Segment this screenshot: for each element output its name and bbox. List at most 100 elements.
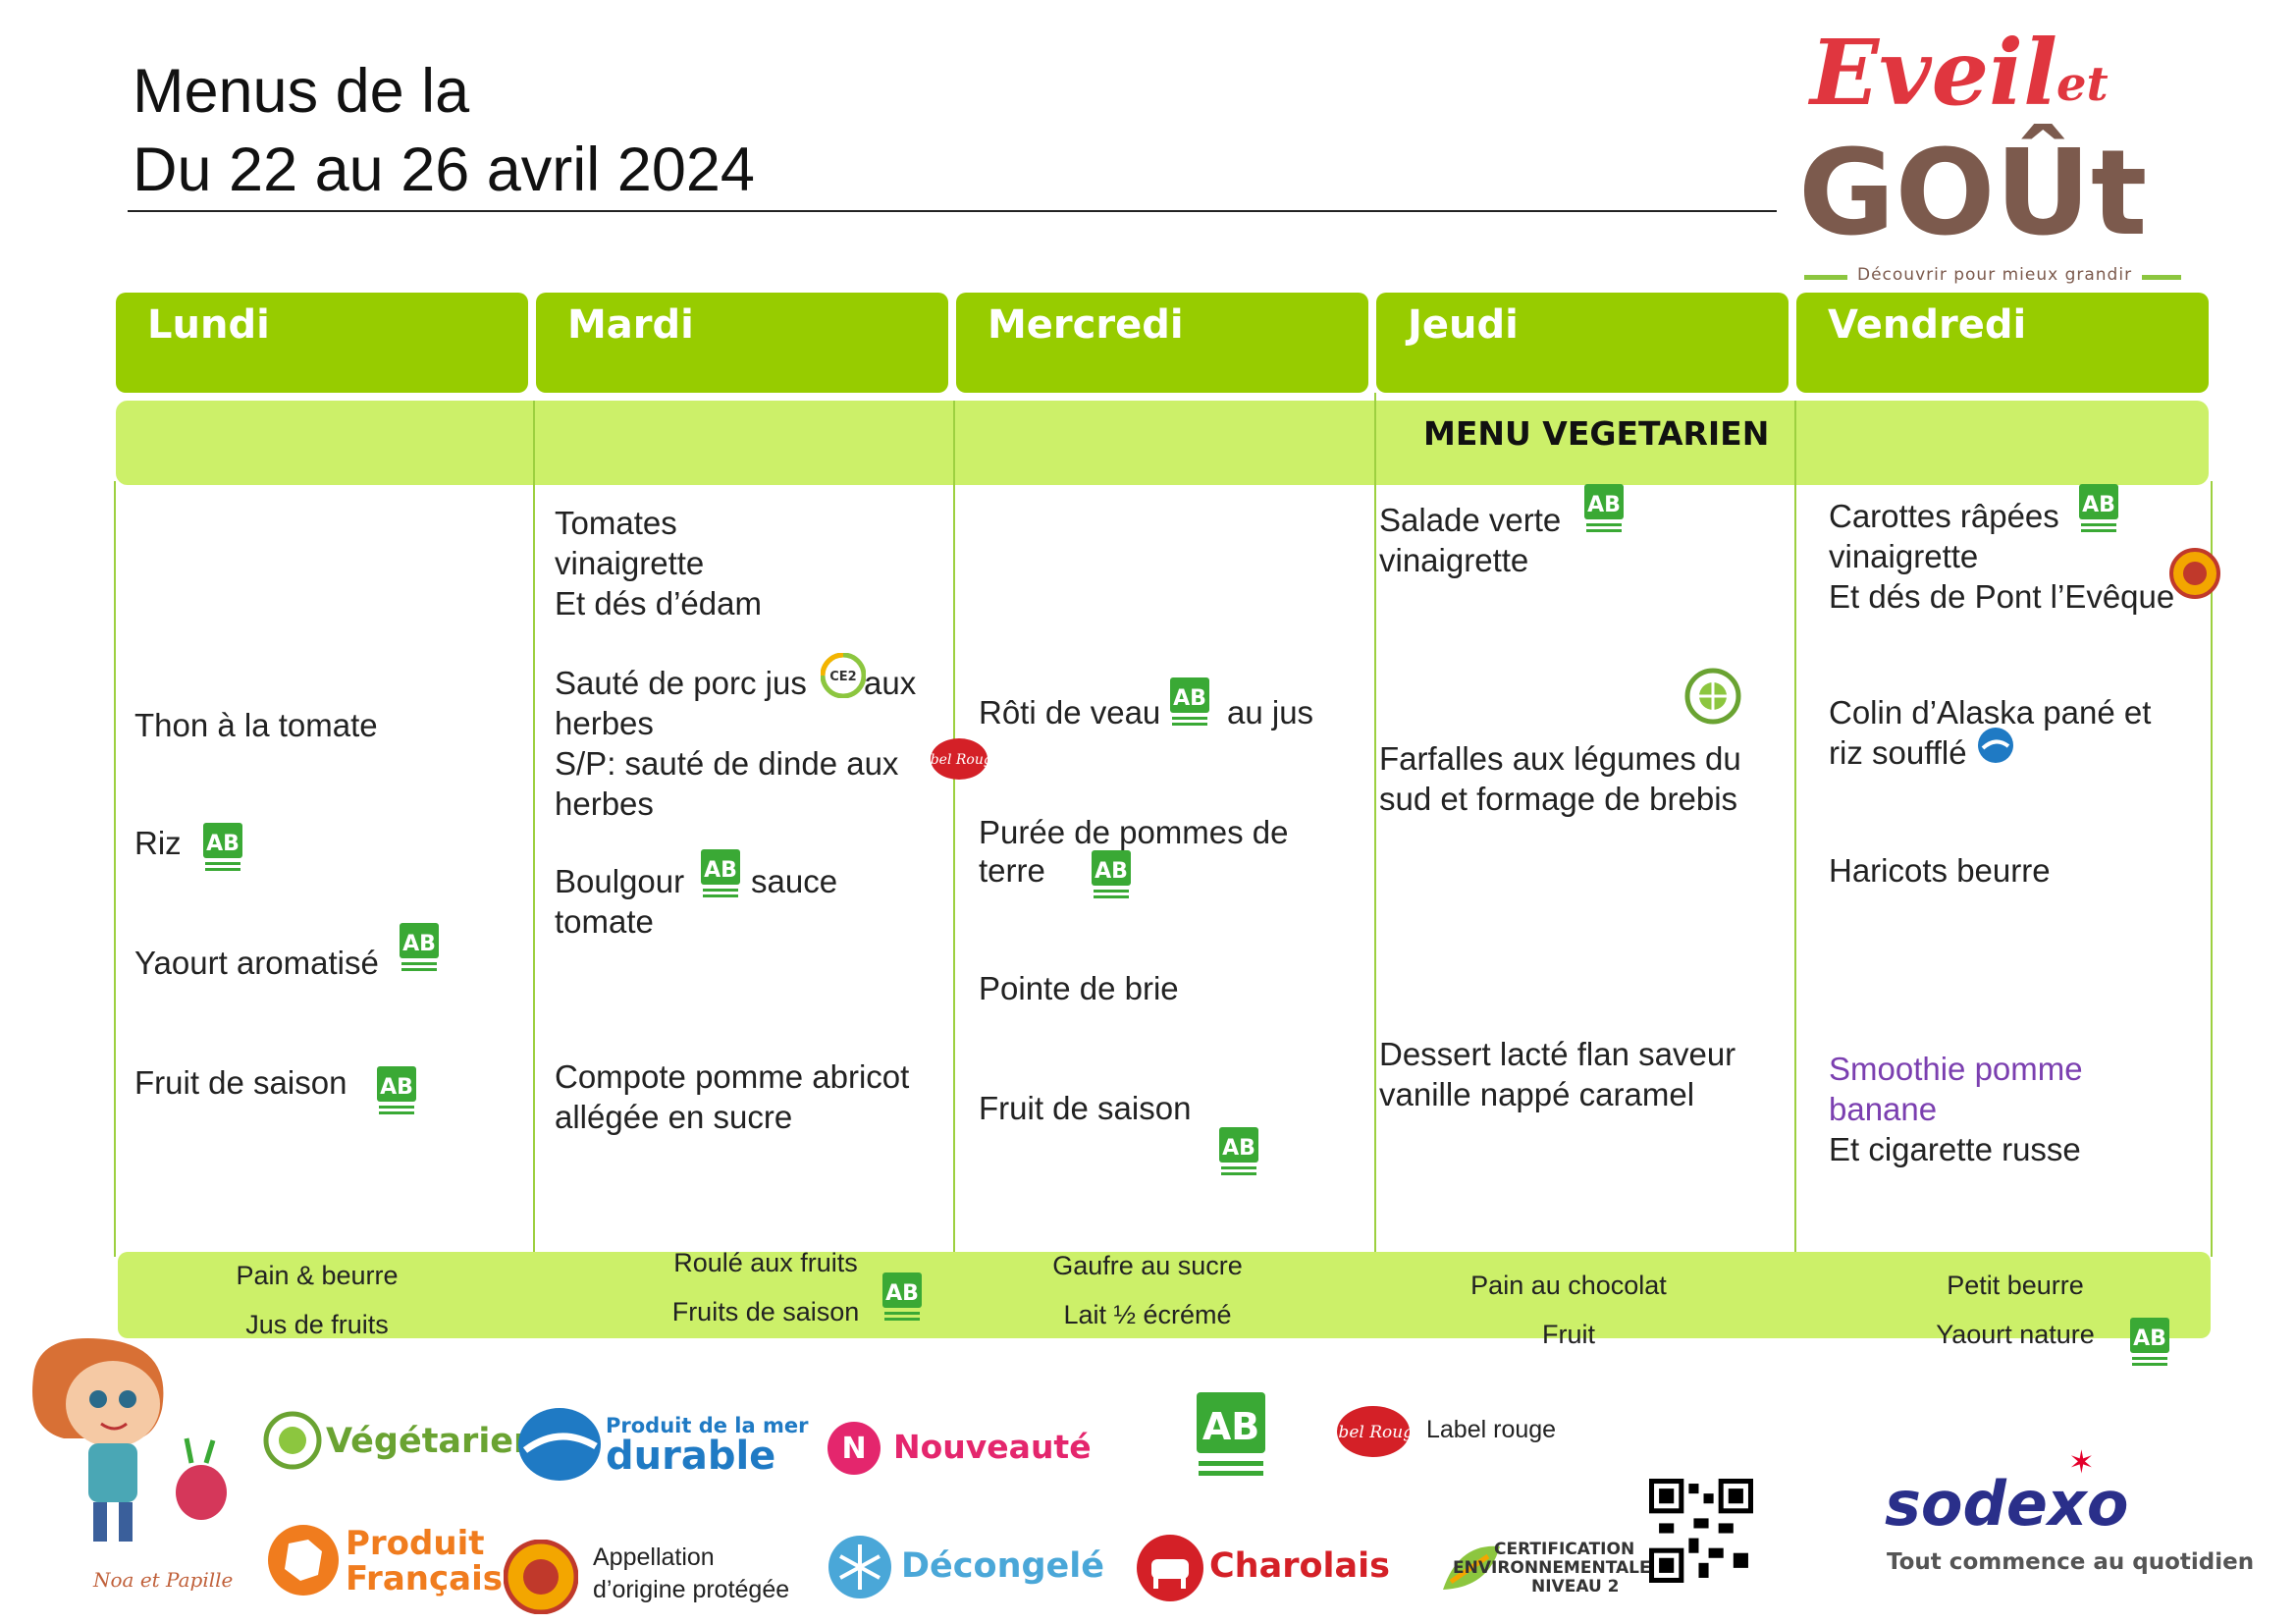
ab-organic-icon: AB <box>1584 484 1624 532</box>
snack-mercredi-2: Lait ½ écrémé <box>1063 1300 1232 1329</box>
svg-text:AB: AB <box>380 1075 413 1100</box>
menu-vendredi-entree-2: vinaigrette <box>1829 538 1979 574</box>
day-header-jeudi: Jeudi <box>1376 293 1789 393</box>
legend-mer-line2: durable <box>606 1434 776 1479</box>
legend-aop-line2: d’origine protégée <box>593 1576 790 1603</box>
ab-organic-icon: AB <box>1170 677 1209 726</box>
ab-organic-icon: AB <box>1219 1127 1258 1175</box>
logo-word-gout: GOÛt <box>1798 126 2148 262</box>
french-product-legend-icon <box>268 1525 339 1596</box>
ab-organic-legend-icon: AB <box>1197 1392 1265 1476</box>
menu-lundi-plat: Thon à la tomate <box>134 707 378 743</box>
menu-mardi-accomp-2: tomate <box>555 903 654 940</box>
aop-legend-icon <box>504 1540 578 1614</box>
menu-mercredi-dessert: Fruit de saison <box>979 1090 1192 1126</box>
menu-mercredi-plat-b: au jus <box>1227 694 1314 731</box>
svg-text:AB: AB <box>2133 1326 2166 1351</box>
legend-charolais: Charolais <box>1209 1546 1390 1586</box>
vegetarian-legend-icon <box>263 1411 322 1470</box>
menu-vendredi-entree-3: Et dés de Pont l’Evêque <box>1829 578 2175 615</box>
menu-lundi-accomp: Riz <box>134 825 182 861</box>
legend-nouveaute: Nouveauté <box>893 1428 1092 1466</box>
aop-icon <box>2169 548 2220 599</box>
menu-mardi-plat-3: S/P: sauté de dinde aux <box>555 745 899 782</box>
legend-label-rouge: Label rouge <box>1426 1416 1557 1443</box>
legend-produit-line2: Français <box>346 1559 503 1598</box>
page-title-line1: Menus de la <box>133 57 470 126</box>
menu-mardi-plat-1a: Sauté de porc jus <box>555 665 807 701</box>
menu-mardi-entree-1: Tomates <box>555 505 677 541</box>
new-item-legend-icon: N <box>828 1422 881 1475</box>
menu-jeudi-entree-2: vinaigrette <box>1379 542 1529 578</box>
menu-vendredi-plat-1: Colin d’Alaska pané et <box>1829 694 2152 731</box>
day-header-mardi: Mardi <box>536 293 948 393</box>
legend-produit-line1: Produit <box>346 1524 485 1563</box>
sustainable-seafood-legend-icon <box>518 1408 601 1481</box>
svg-text:AB: AB <box>704 858 737 883</box>
sodexo-tagline: Tout commence au quotidien <box>1887 1549 2255 1575</box>
frozen-legend-icon <box>828 1536 891 1598</box>
svg-text:AB: AB <box>1202 1405 1259 1448</box>
menu-jeudi-dessert-2: vanille nappé caramel <box>1379 1076 1695 1112</box>
column-divider <box>1794 401 1796 1257</box>
mascot-illustration <box>32 1338 227 1542</box>
svg-text:AB: AB <box>1222 1136 1255 1161</box>
ab-organic-icon: AB <box>1092 850 1131 898</box>
logo-tagline: Découvrir pour mieux grandir <box>1857 265 2133 285</box>
menu-mardi-accomp-1a: Boulgour <box>555 863 685 899</box>
special-menu-band <box>116 401 2209 485</box>
logo-word-eveil: Eveil <box>1810 20 2058 126</box>
ab-organic-icon: AB <box>377 1066 416 1114</box>
menu-vendredi-plat-2: riz soufflé <box>1829 734 1967 771</box>
legend-mer-line1: Produit de la mer <box>606 1414 809 1437</box>
menu-jeudi-entree-1: Salade verte <box>1379 502 1562 538</box>
menu-mardi-plat-4: herbes <box>555 785 654 822</box>
page-title-line2: Du 22 au 26 avril 2024 <box>133 135 755 204</box>
svg-text:label Rouge: label Rouge <box>1335 1423 1412 1442</box>
legend-aop-line1: Appellation <box>593 1543 715 1571</box>
vegetarian-icon <box>1684 668 1741 725</box>
menu-mardi-dessert-1: Compote pomme abricot <box>555 1058 910 1095</box>
menu-lundi-dessert: Fruit de saison <box>134 1064 347 1101</box>
ab-organic-icon: AB <box>2130 1318 2169 1366</box>
menu-jeudi-dessert-1: Dessert lacté flan saveur <box>1379 1036 1736 1072</box>
menu-vendredi-accomp: Haricots beurre <box>1829 852 2051 889</box>
label-rouge-icon: label Rouge <box>929 738 989 780</box>
snack-mardi-1: Roulé aux fruits <box>673 1248 858 1277</box>
column-divider <box>2211 481 2213 1257</box>
sustainable-fish-icon <box>1978 728 2013 763</box>
menu-mercredi-fromage: Pointe de brie <box>979 970 1179 1006</box>
menu-mardi-entree-2: vinaigrette <box>555 545 705 581</box>
snack-lundi-2: Jus de fruits <box>245 1310 389 1339</box>
snack-jeudi-2: Fruit <box>1542 1320 1595 1349</box>
legend-vegetarien: Végétarien <box>326 1422 538 1461</box>
logo-tagline-bar-left <box>1804 275 1847 280</box>
day-header-lundi: Lundi <box>116 293 528 393</box>
sodexo-star-icon: ✶ <box>2068 1444 2095 1480</box>
logo-tagline-bar-right <box>2142 275 2181 280</box>
ab-organic-icon: AB <box>882 1272 922 1321</box>
menu-jeudi-plat-2: sud et formage de brebis <box>1379 781 1738 817</box>
snack-vendredi-2: Yaourt nature <box>1936 1320 2095 1349</box>
day-header-vendredi: Vendredi <box>1796 293 2209 393</box>
menu-mardi-dessert-2: allégée en sucre <box>555 1099 793 1135</box>
menu-jeudi-plat-1: Farfalles aux légumes du <box>1379 740 1741 777</box>
menu-mardi-entree-3: Et dés d’édam <box>555 585 762 622</box>
legend-cert-line3: NIVEAU 2 <box>1531 1577 1620 1597</box>
snack-lundi-1: Pain & beurre <box>236 1261 399 1290</box>
column-divider <box>533 401 535 1257</box>
ab-organic-icon: AB <box>203 823 242 871</box>
svg-text:AB: AB <box>2082 493 2115 517</box>
svg-text:N: N <box>841 1432 866 1466</box>
snack-mardi-2: Fruits de saison <box>671 1297 860 1326</box>
legend-cert-line1: CERTIFICATION <box>1494 1540 1635 1559</box>
svg-text:label Rouge: label Rouge <box>929 752 989 768</box>
svg-text:AB: AB <box>1587 493 1621 517</box>
menu-vendredi-entree-1: Carottes râpées <box>1829 498 2059 534</box>
ab-organic-icon: AB <box>400 923 439 971</box>
snack-mercredi-1: Gaufre au sucre <box>1052 1251 1243 1280</box>
snack-vendredi-1: Petit beurre <box>1947 1271 2084 1300</box>
svg-text:CE2: CE2 <box>829 670 856 684</box>
menu-vendredi-dessert-2: banane <box>1829 1091 1938 1127</box>
environmental-cert-legend-icon <box>1443 1545 1500 1590</box>
